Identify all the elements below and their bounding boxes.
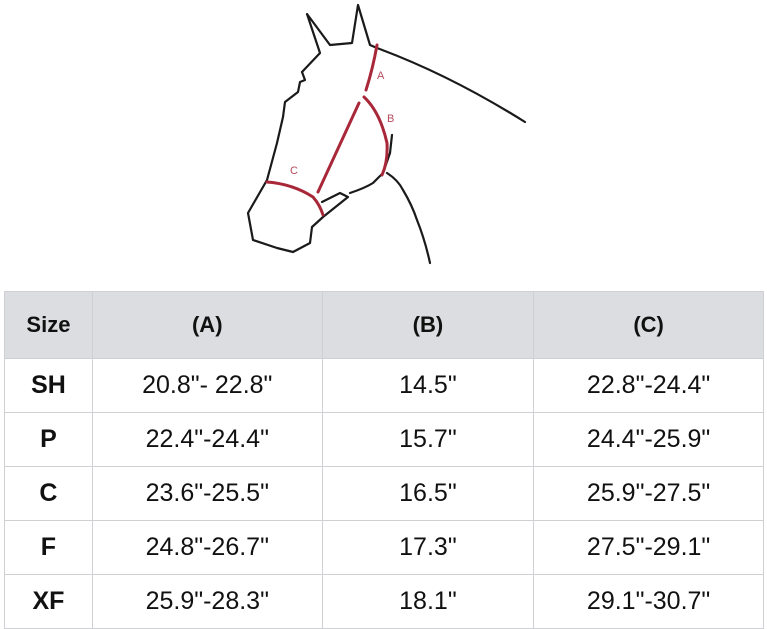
- cell-b: 15.7": [321, 412, 535, 467]
- header-b: (B): [321, 291, 535, 359]
- header-a: (A): [91, 291, 323, 359]
- cell-a: 20.8"- 22.8": [91, 358, 323, 413]
- table-row: SH 20.8"- 22.8" 14.5" 22.8"-24.4": [4, 358, 764, 413]
- label-b: B: [387, 113, 394, 125]
- cell-b: 16.5": [321, 466, 535, 521]
- cell-b: 18.1": [321, 574, 535, 629]
- cell-c: 25.9"-27.5": [533, 466, 764, 521]
- label-a: A: [377, 70, 385, 82]
- table-row: F 24.8"-26.7" 17.3" 27.5"-29.1": [4, 520, 764, 575]
- cell-b: 17.3": [321, 520, 535, 575]
- measure-line-a: [364, 43, 379, 92]
- table-row: XF 25.9"-28.3" 18.1" 29.1"-30.7": [4, 574, 764, 629]
- cell-c: 24.4"-25.9": [533, 412, 764, 467]
- size-cell: SH: [4, 358, 93, 413]
- measurement-lines: [265, 43, 389, 217]
- table-row: C 23.6"-25.5" 16.5" 25.9"-27.5": [4, 466, 764, 521]
- size-cell: C: [4, 466, 93, 521]
- header-c: (C): [533, 291, 764, 359]
- cell-c: 27.5"-29.1": [533, 520, 764, 575]
- horse-outline: [246, 3, 527, 265]
- cell-a: 24.8"-26.7": [91, 520, 323, 575]
- size-cell: XF: [4, 574, 93, 629]
- measure-line-c: [265, 180, 325, 217]
- cell-c: 22.8"-24.4": [533, 358, 764, 413]
- measure-line-b: [362, 95, 389, 177]
- cell-a: 25.9"-28.3": [91, 574, 323, 629]
- header-size: Size: [4, 291, 93, 359]
- cell-b: 14.5": [321, 358, 535, 413]
- cell-a: 22.4"-24.4": [91, 412, 323, 467]
- cell-c: 29.1"-30.7": [533, 574, 764, 629]
- horse-head-diagram: A B C: [246, 3, 527, 265]
- size-cell: P: [4, 412, 93, 467]
- size-cell: F: [4, 520, 93, 575]
- cell-a: 23.6"-25.5": [91, 466, 323, 521]
- label-c: C: [290, 165, 298, 177]
- size-chart-table: Size (A) (B) (C) SH 20.8"- 22.8" 14.5" 2…: [4, 291, 764, 629]
- table-row: P 22.4"-24.4" 15.7" 24.4"-25.9": [4, 412, 764, 467]
- table-header-row: Size (A) (B) (C): [4, 291, 764, 359]
- cheek-strap-line: [316, 101, 361, 194]
